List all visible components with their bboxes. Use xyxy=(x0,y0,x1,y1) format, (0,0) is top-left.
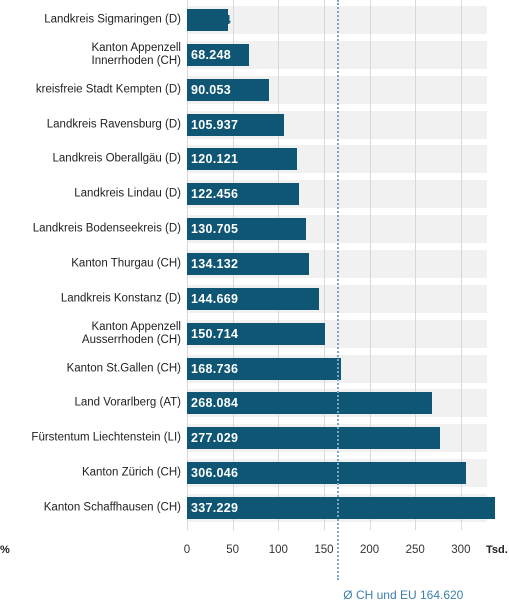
reference-line xyxy=(337,0,340,580)
bar xyxy=(187,357,342,380)
value-label: 90.053 xyxy=(191,82,232,97)
x-unit: Tsd. xyxy=(486,544,508,556)
value-label: 134.132 xyxy=(191,257,239,272)
x-tick-label: 50 xyxy=(226,544,240,556)
category-label: Kanton Schaffhausen (CH) xyxy=(43,501,181,514)
bar xyxy=(187,253,310,276)
value-label: 45.134 xyxy=(191,13,232,27)
bar xyxy=(187,218,307,241)
value-label: 130.705 xyxy=(191,222,239,237)
bar xyxy=(187,113,284,136)
x-tick-label: 150 xyxy=(314,544,334,556)
value-label: 122.456 xyxy=(191,187,239,202)
value-label: 105.937 xyxy=(191,117,239,132)
category-label: Landkreis Bodenseekreis (D) xyxy=(32,222,181,235)
category-label: Fürstentum Liechtenstein (LI) xyxy=(31,431,181,444)
category-label: Kanton St.Gallen (CH) xyxy=(66,362,181,375)
bar xyxy=(187,43,250,66)
bar xyxy=(187,9,229,31)
category-label: Kanton Thurgau (CH) xyxy=(71,257,181,270)
left-label: % xyxy=(0,544,10,556)
value-label: 306.046 xyxy=(191,466,239,481)
bar xyxy=(187,497,495,520)
category-label: Landkreis Sigmaringen (D) xyxy=(44,13,181,26)
x-tick-label: 300 xyxy=(451,544,471,556)
value-label: 144.669 xyxy=(191,291,239,306)
bar xyxy=(187,148,297,171)
value-label: 120.121 xyxy=(191,152,239,167)
grid-line xyxy=(323,0,325,530)
value-label: 337.229 xyxy=(191,501,239,516)
value-label: 68.248 xyxy=(191,47,232,62)
reference-label: Ø CH und EU 164.620 xyxy=(343,588,464,602)
bar xyxy=(187,287,320,310)
value-label: 268.084 xyxy=(191,396,239,411)
category-label: Land Vorarlberg (AT) xyxy=(74,396,181,409)
bar xyxy=(187,183,299,206)
bar xyxy=(187,427,440,450)
x-tick-label: 0 xyxy=(183,544,191,556)
bar xyxy=(187,322,325,345)
category-label: Landkreis Ravensburg (D) xyxy=(46,118,181,131)
value-label: 150.714 xyxy=(191,326,239,341)
value-label: 168.736 xyxy=(191,361,239,376)
grid-line xyxy=(369,0,371,530)
category-label: Landkreis Konstanz (D) xyxy=(60,292,181,305)
bar xyxy=(187,392,432,415)
category-label: Landkreis Oberallgäu (D) xyxy=(52,152,181,165)
x-tick-label: 100 xyxy=(268,544,288,556)
category-label: Kanton Appenzell Innerrhoden (CH) xyxy=(91,41,181,67)
grid-line xyxy=(460,0,462,530)
value-label: 277.029 xyxy=(191,431,239,446)
category-label: Kanton Zürich (CH) xyxy=(81,466,181,479)
category-label: Kanton Appenzell Ausserrhoden (CH) xyxy=(81,320,181,346)
grid-line xyxy=(415,0,417,530)
bar xyxy=(187,462,467,485)
row-stripe xyxy=(187,6,487,34)
x-tick-label: 250 xyxy=(405,544,425,556)
category-label: kreisfreie Stadt Kempten (D) xyxy=(35,83,181,96)
x-tick-label: 200 xyxy=(359,544,380,556)
bar xyxy=(187,78,270,101)
category-label: Landkreis Lindau (D) xyxy=(74,187,181,200)
